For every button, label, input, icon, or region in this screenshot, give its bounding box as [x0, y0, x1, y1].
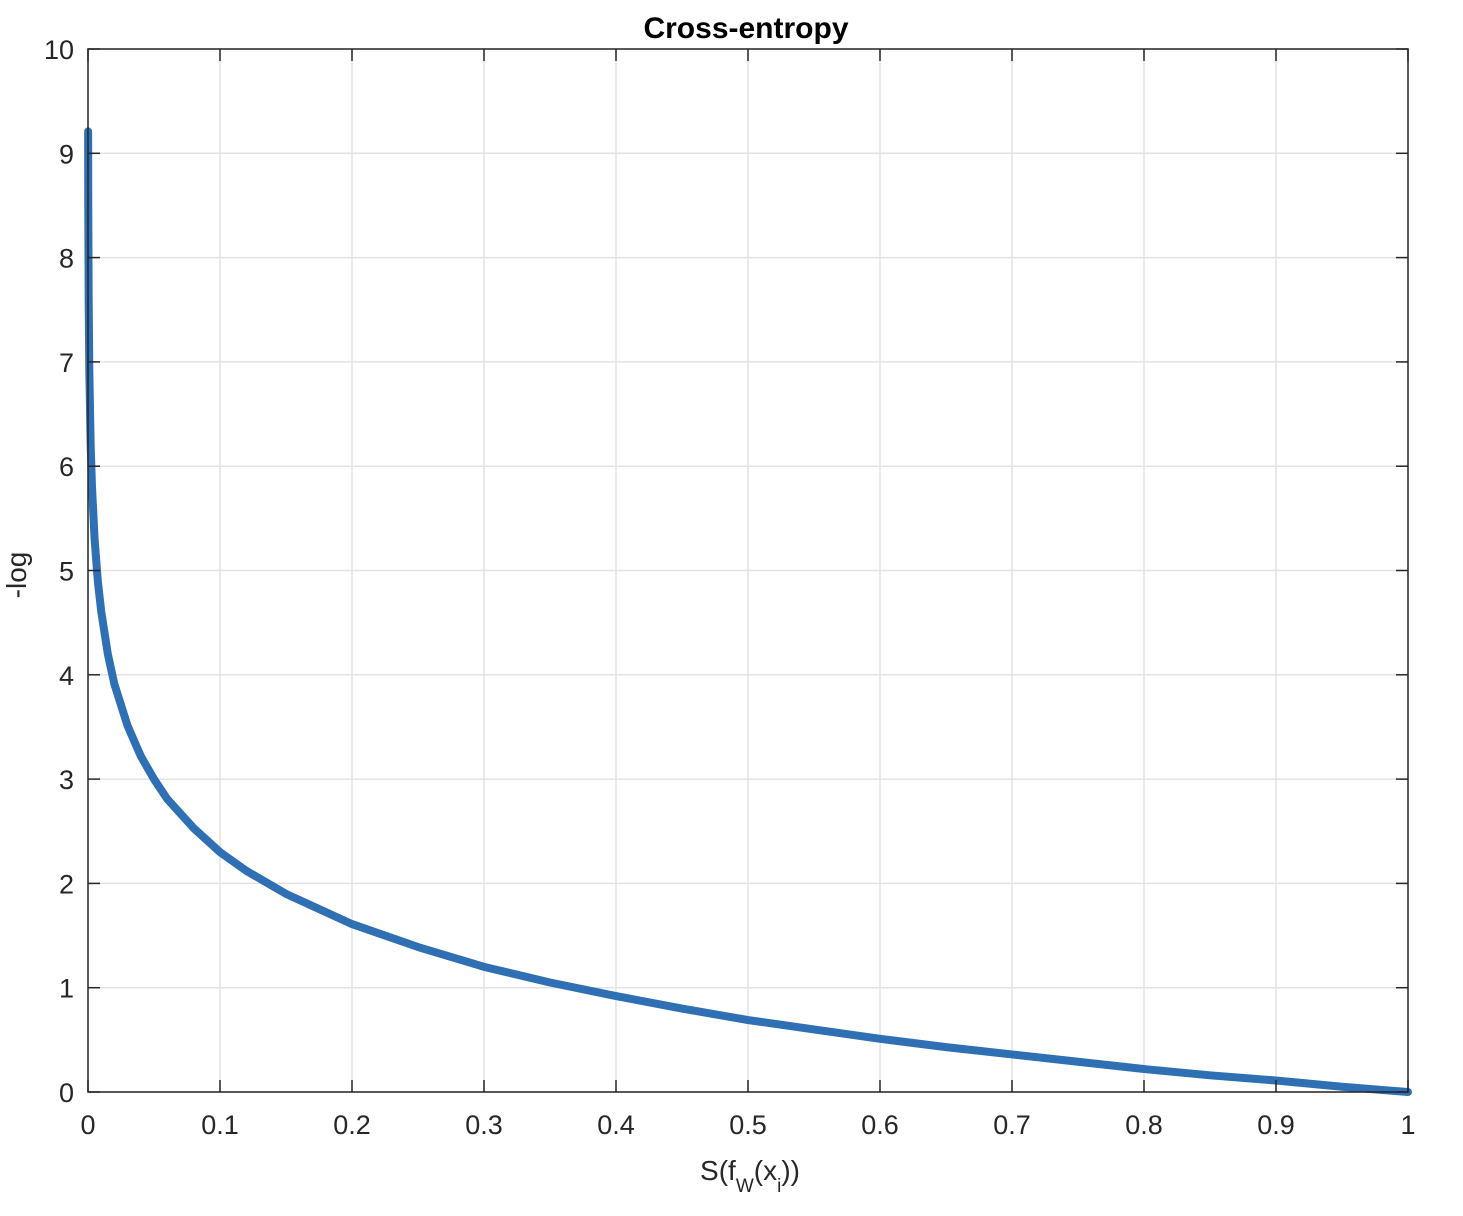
- series-line: [84, 127, 1412, 1096]
- x-tick-label: 1: [1400, 1110, 1415, 1140]
- x-axis-label-sub-w: W: [736, 1176, 754, 1197]
- chart-title: Cross-entropy: [643, 12, 848, 45]
- series-group: [84, 127, 1412, 1096]
- x-tick-label: 0.3: [465, 1110, 503, 1140]
- y-tick-label: 1: [59, 974, 74, 1004]
- y-tick-label: 7: [59, 348, 74, 378]
- y-tick-label: 8: [59, 244, 74, 274]
- x-tick-label: 0.9: [1257, 1110, 1295, 1140]
- x-tick-labels: 0 0.1 0.2 0.3 0.4 0.5 0.6 0.7 0.8 0.9 1: [80, 1110, 1415, 1140]
- x-tick-label: 0.8: [1125, 1110, 1163, 1140]
- x-tick-label: 0.5: [729, 1110, 767, 1140]
- y-tick-label: 4: [59, 661, 74, 691]
- x-tick-label: 0.7: [993, 1110, 1031, 1140]
- y-tick-labels: 0 1 2 3 4 5 6 7 8 9 10: [44, 35, 74, 1108]
- x-axis-label-main: S(f: [700, 1155, 736, 1186]
- y-tick-label: 2: [59, 869, 74, 899]
- y-ticks: [88, 48, 1408, 1093]
- y-axis-label: -log: [1, 552, 32, 599]
- y-tick-label: 9: [59, 139, 74, 169]
- y-tick-label: 6: [59, 452, 74, 482]
- y-tick-label: 3: [59, 765, 74, 795]
- x-axis-label-mid: (x: [754, 1155, 777, 1186]
- x-axis-label-sub-i: i: [777, 1176, 781, 1197]
- x-axis-label: S(fW(xi)): [700, 1155, 800, 1197]
- x-tick-label: 0.4: [597, 1110, 635, 1140]
- x-tick-label: 0: [80, 1110, 95, 1140]
- x-tick-label: 0.1: [201, 1110, 239, 1140]
- x-tick-label: 0.2: [333, 1110, 371, 1140]
- y-tick-label: 10: [44, 35, 74, 65]
- y-tick-label: 5: [59, 557, 74, 587]
- y-tick-label: 0: [59, 1078, 74, 1108]
- x-tick-label: 0.6: [861, 1110, 899, 1140]
- x-axis-label-end: )): [781, 1155, 800, 1186]
- x-ticks: [87, 49, 1409, 1092]
